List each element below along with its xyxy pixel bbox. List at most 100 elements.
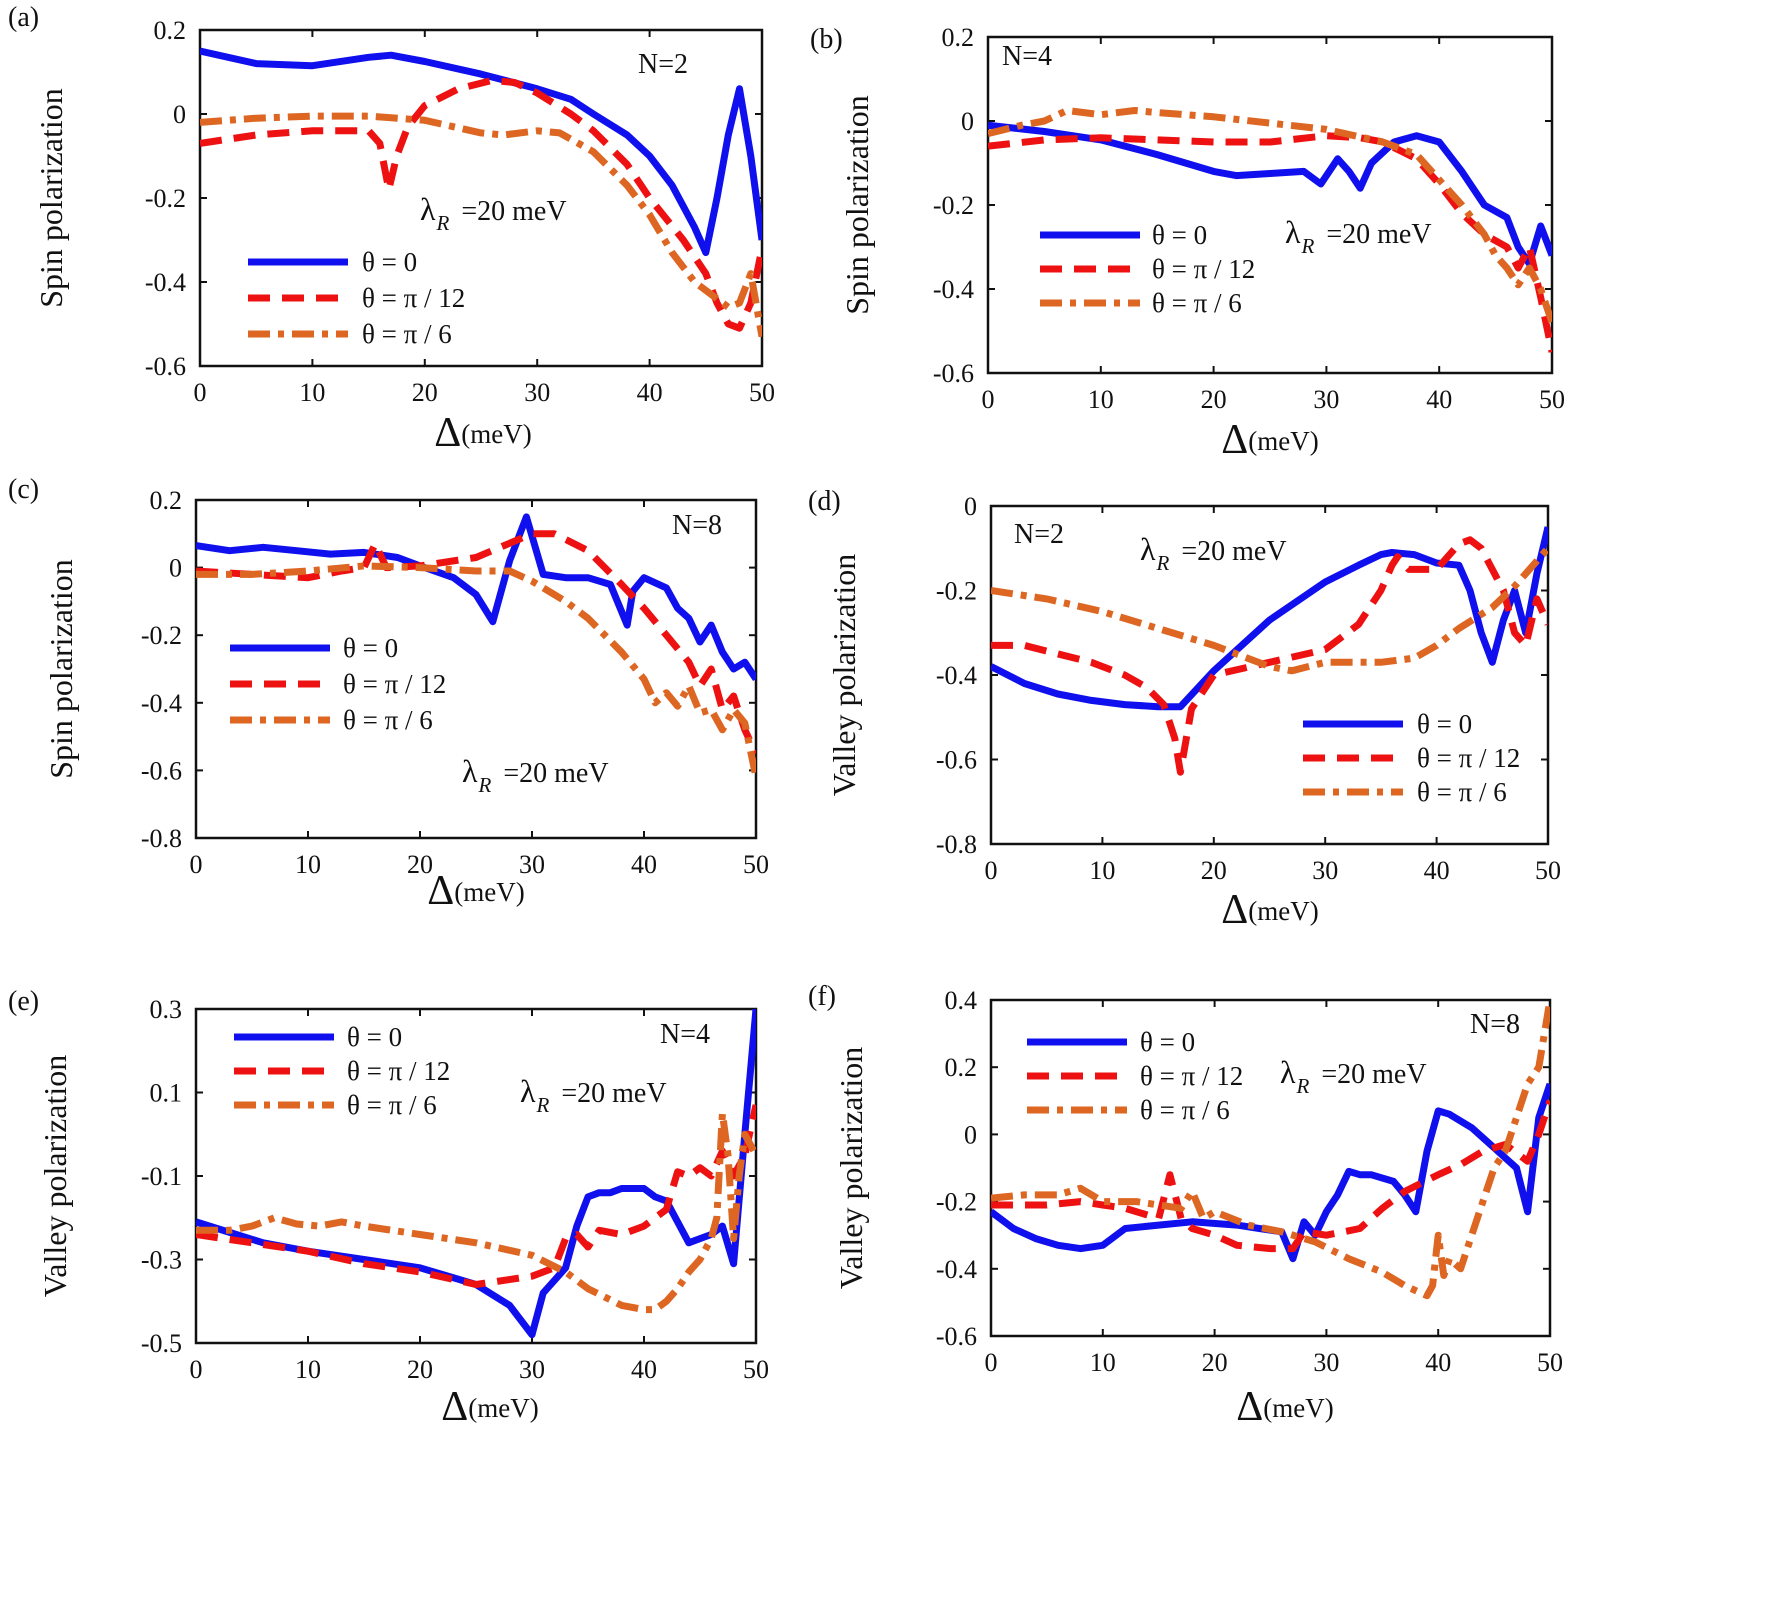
series-line-theta-0: [991, 526, 1548, 711]
lambda-annotation: λR =20 meV: [420, 191, 567, 235]
series-line-theta-0: [196, 513, 756, 682]
y-axis-label: Spin polarization: [839, 95, 875, 315]
x-tick-label: 30: [1312, 856, 1338, 885]
lambda-annotation: λR =20 meV: [1140, 531, 1287, 575]
x-tick-label: 40: [631, 850, 657, 879]
x-tick-label: 0: [194, 378, 207, 407]
legend-label: θ = π / 6: [1140, 1095, 1230, 1125]
y-axis-label: Valley polarization: [833, 1047, 869, 1290]
lambda-annotation: λR =20 meV: [520, 1073, 667, 1117]
legend-label: θ = 0: [1140, 1027, 1195, 1057]
series-line-theta-pi6: [988, 107, 1552, 324]
x-tick-label: 20: [412, 378, 438, 407]
panel-f: 0 10 20 30 40 50 -0.6 -0.4 -0.2 0 0.2 0.4 θ = 0 θ = π…: [808, 981, 1563, 1430]
x-axis-unit: (meV): [1248, 426, 1318, 456]
y-tick-label: -0.2: [933, 191, 974, 220]
y-tick-label: 0.3: [150, 995, 183, 1024]
x-tick-label: 10: [1088, 385, 1114, 414]
x-axis-symbol: Δ: [427, 868, 454, 914]
panel-label: (e): [8, 986, 39, 1017]
series-line-theta-pi6: [991, 545, 1548, 675]
x-axis-unit: (meV): [1248, 896, 1318, 926]
y-tick-label: -0.2: [936, 577, 977, 606]
series-line-theta-0: [196, 1009, 756, 1339]
y-tick-label: -0.3: [141, 1246, 182, 1275]
series-line-theta-0: [200, 47, 762, 257]
legend: θ = 0 θ = π / 12 θ = π / 6: [248, 247, 465, 349]
x-tick-label: 0: [190, 850, 203, 879]
x-tick-label: 50: [743, 1355, 769, 1384]
x-tick-label: 0: [985, 856, 998, 885]
x-axis-unit: (meV): [461, 419, 531, 449]
x-tick-label: 30: [519, 850, 545, 879]
lambda-subscript: R: [1156, 551, 1170, 575]
legend-label: θ = π / 6: [1417, 777, 1507, 807]
plot-frame: [194, 498, 758, 840]
legend: θ = 0 θ = π / 12 θ = π / 6: [234, 1022, 450, 1120]
lambda-annotation: λR =20 meV: [1280, 1054, 1427, 1098]
y-axis-label: Spin polarization: [43, 559, 79, 779]
legend-label: θ = π / 6: [1152, 288, 1242, 318]
lambda-symbol: λ: [1140, 531, 1156, 567]
x-tick-label: 20: [1201, 856, 1227, 885]
y-axis-label: Valley polarization: [826, 554, 862, 797]
y-tick-label: 0.2: [942, 23, 975, 52]
y-tick-label: 0.4: [945, 986, 978, 1015]
n-annotation: N=8: [672, 510, 722, 541]
y-tick-label: -0.6: [141, 756, 182, 785]
panel-a: 0 10 20 30 40 50 -0.6 -0.4 -0.2 0 0.2 θ = 0 θ = π / …: [8, 2, 775, 456]
y-tick-label: -0.2: [145, 184, 186, 213]
legend-label: θ = π / 12: [347, 1056, 450, 1086]
legend: θ = 0 θ = π / 12 θ = π / 6: [1027, 1027, 1243, 1125]
x-tick-label: 40: [1424, 856, 1450, 885]
y-tick-label: -0.1: [141, 1162, 182, 1191]
y-tick-label: -0.4: [933, 275, 974, 304]
lambda-subscript: R: [1301, 234, 1315, 258]
y-tick-label: 0.2: [945, 1053, 978, 1082]
lambda-value: =20 meV: [561, 1078, 666, 1109]
x-tick-label: 40: [1425, 1348, 1451, 1377]
lambda-symbol: λ: [520, 1073, 536, 1109]
y-tick-label: -0.2: [936, 1188, 977, 1217]
x-axis-symbol: Δ: [1221, 417, 1248, 463]
x-tick-label: 50: [1535, 856, 1561, 885]
legend-label: θ = π / 12: [362, 283, 465, 313]
x-tick-label: 40: [1426, 385, 1452, 414]
x-tick-label: 30: [519, 1355, 545, 1384]
legend-label: θ = 0: [343, 633, 398, 663]
y-tick-label: -0.6: [936, 746, 977, 775]
series-line-theta-pi12: [196, 1104, 756, 1288]
legend: θ = 0 θ = π / 12 θ = π / 6: [1303, 709, 1520, 807]
series-line-theta-pi12: [991, 1099, 1550, 1253]
series-line-theta-pi6: [196, 562, 756, 778]
y-tick-label: 0.2: [150, 486, 183, 515]
lambda-symbol: λ: [420, 191, 436, 227]
lambda-subscript: R: [436, 211, 450, 235]
legend: θ = 0 θ = π / 12 θ = π / 6: [230, 633, 446, 735]
lambda-subscript: R: [1296, 1074, 1310, 1098]
x-tick-label: 30: [1313, 1348, 1339, 1377]
legend-label: θ = π / 12: [1152, 254, 1255, 284]
lambda-symbol: λ: [462, 753, 478, 789]
y-tick-label: 0.2: [154, 16, 187, 45]
x-axis-label: Δ(meV): [427, 868, 524, 914]
series-line-theta-pi12: [988, 132, 1552, 353]
x-tick-label: 20: [407, 850, 433, 879]
legend: θ = 0 θ = π / 12 θ = π / 6: [1040, 220, 1255, 318]
x-tick-label: 50: [1537, 1348, 1563, 1377]
plot-frame: [989, 998, 1552, 1338]
x-tick-label: 30: [524, 378, 550, 407]
panel-label: (a): [8, 2, 39, 33]
series-line-theta-pi6: [991, 1000, 1550, 1300]
y-tick-label: -0.6: [145, 352, 186, 381]
series-line-theta-pi6: [196, 1109, 756, 1314]
n-annotation: N=4: [660, 1019, 710, 1050]
x-axis-label: Δ(meV): [1236, 1384, 1333, 1430]
series-line-theta-0: [991, 1082, 1550, 1263]
y-tick-label: 0: [169, 554, 182, 583]
x-tick-label: 10: [295, 850, 321, 879]
x-axis-label: Δ(meV): [1221, 417, 1318, 463]
series-line-theta-0: [988, 121, 1552, 268]
legend-label: θ = 0: [347, 1022, 402, 1052]
legend-label: θ = π / 6: [343, 705, 433, 735]
